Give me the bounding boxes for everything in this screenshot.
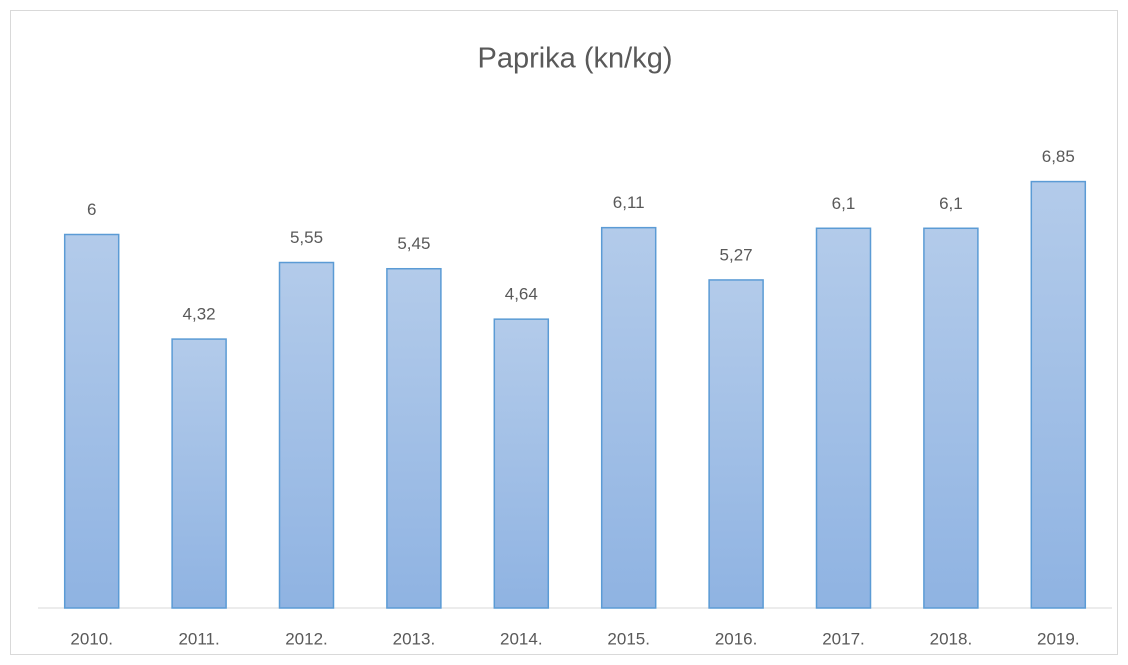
x-tick-label: 2015.: [607, 629, 650, 648]
x-tick-label: 2016.: [715, 629, 758, 648]
x-tick-label: 2014.: [500, 629, 543, 648]
bar: [923, 227, 979, 609]
value-label: 5,55: [290, 228, 323, 247]
bar: [815, 227, 872, 609]
value-label: 6,11: [613, 193, 645, 212]
x-tick-label: 2019.: [1037, 629, 1080, 648]
value-label: 6: [87, 200, 96, 219]
x-tick-label: 2017.: [822, 629, 865, 648]
bar: [600, 226, 657, 609]
value-label: 4,64: [505, 285, 538, 304]
x-tick-label: 2018.: [930, 629, 973, 648]
chart-title: Paprika (kn/kg): [477, 43, 672, 75]
bar: [386, 267, 442, 609]
bar: [278, 261, 335, 609]
bar: [493, 318, 550, 609]
value-label: 4,32: [183, 305, 216, 324]
bar: [63, 233, 120, 609]
value-label: 6,1: [832, 194, 856, 213]
bar: [708, 279, 764, 609]
value-label: 5,45: [397, 234, 430, 253]
value-label: 6,85: [1042, 147, 1075, 166]
x-tick-label: 2012.: [285, 629, 328, 648]
x-tick-label: 2011.: [178, 629, 219, 648]
x-tick-label: 2013.: [393, 629, 436, 648]
value-label: 6,1: [939, 194, 963, 213]
x-tick-label: 2010.: [70, 629, 113, 648]
value-label: 5,27: [720, 245, 753, 264]
bar: [1030, 180, 1087, 609]
bar: [171, 338, 227, 609]
